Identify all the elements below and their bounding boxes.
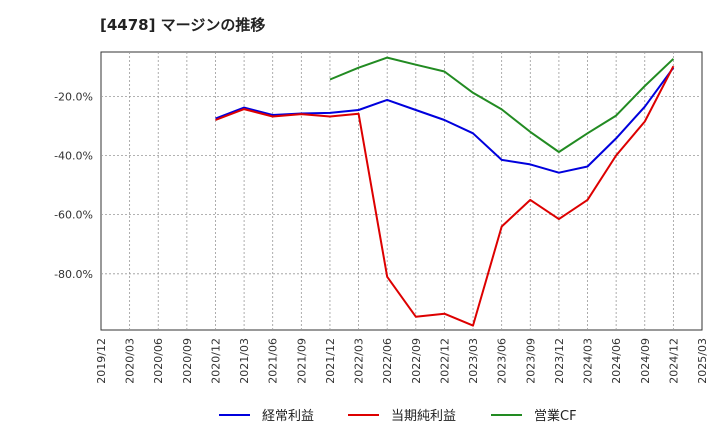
series-line-3 bbox=[329, 56, 675, 153]
y-tick-label: -80.0% bbox=[54, 268, 93, 281]
legend-label-3: 営業CF bbox=[534, 408, 577, 424]
plot-frame bbox=[100, 51, 703, 331]
x-tick-label: 2023/03 bbox=[467, 338, 480, 384]
x-tick-label: 2022/06 bbox=[381, 338, 394, 384]
x-tick-label: 2023/12 bbox=[553, 338, 566, 384]
x-tick-label: 2020/06 bbox=[152, 338, 165, 384]
series-line-2 bbox=[215, 65, 675, 327]
x-tick-label: 2021/12 bbox=[324, 338, 337, 384]
plot-area: 2019/12 2020/03 2020/06 2020/09 2020/12 2021/… bbox=[54, 51, 709, 384]
x-tick-label: 2023/09 bbox=[524, 338, 537, 384]
legend-label-2: 当期純利益 bbox=[391, 409, 456, 424]
chart-title: [4478] マージンの推移 bbox=[100, 16, 265, 34]
x-tick-label: 2025/03 bbox=[696, 338, 709, 384]
x-tick-label: 2019/12 bbox=[95, 338, 108, 384]
x-tick-label: 2020/09 bbox=[181, 338, 194, 384]
x-tick-label: 2021/03 bbox=[238, 338, 251, 384]
x-tick-label: 2021/09 bbox=[295, 338, 308, 384]
x-tick-label: 2024/09 bbox=[639, 338, 652, 384]
x-tick-label: 2020/03 bbox=[124, 338, 137, 384]
y-tick-label: -60.0% bbox=[54, 209, 93, 222]
x-tick-label: 2024/06 bbox=[610, 338, 623, 384]
legend-label-1: 経常利益 bbox=[262, 409, 314, 424]
y-tick-label: -40.0% bbox=[54, 150, 93, 163]
x-tick-label: 2020/12 bbox=[209, 338, 222, 384]
x-tick-label: 2024/03 bbox=[582, 338, 595, 384]
x-tick-label: 2022/09 bbox=[410, 338, 423, 384]
x-tick-label: 2023/06 bbox=[496, 338, 509, 384]
x-tick-label: 2024/12 bbox=[667, 338, 680, 384]
legend: 経常利益 当期純利益 営業CF bbox=[219, 408, 577, 424]
x-tick-label: 2022/03 bbox=[353, 338, 366, 384]
y-tick-label: -20.0% bbox=[54, 90, 93, 103]
x-tick-label: 2022/12 bbox=[438, 338, 451, 384]
x-tick-label: 2021/06 bbox=[267, 338, 280, 384]
